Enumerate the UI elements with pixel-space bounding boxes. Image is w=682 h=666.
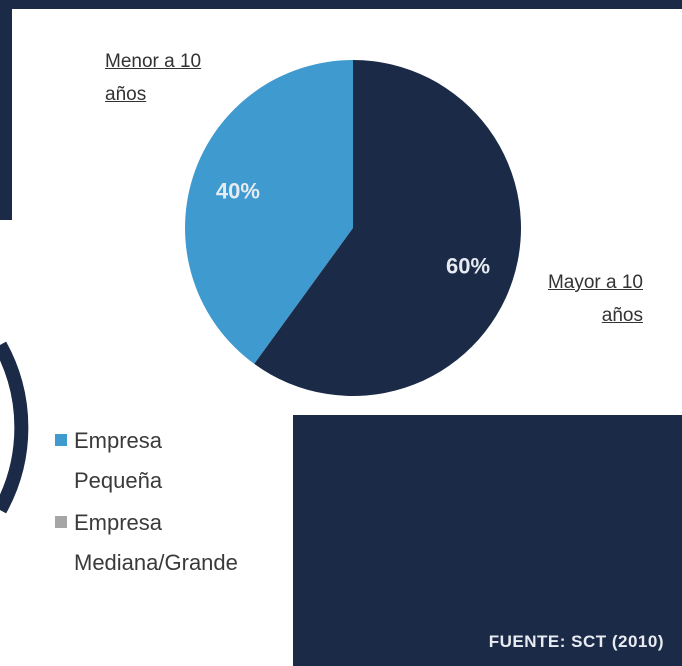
legend-label: Empresa Mediana/Grande — [74, 510, 238, 575]
slice-label: Mayor a 10 años — [547, 272, 643, 326]
pie: 40% 60% — [185, 60, 521, 397]
source-note: FUENTE: SCT (2010) — [488, 632, 664, 651]
legend-swatch — [55, 434, 67, 446]
top-band — [0, 0, 682, 9]
value-label: 60% — [446, 253, 490, 278]
pie-slice — [185, 60, 353, 364]
pie-slice — [254, 60, 521, 397]
source-panel — [293, 415, 682, 666]
legend-label: Empresa Pequeña — [74, 428, 163, 493]
left-band — [0, 0, 12, 220]
slice-label: Menor a 10 años — [105, 51, 202, 105]
legend-swatch — [55, 516, 67, 528]
left-arc — [0, 341, 29, 514]
value-label: 40% — [216, 179, 260, 204]
